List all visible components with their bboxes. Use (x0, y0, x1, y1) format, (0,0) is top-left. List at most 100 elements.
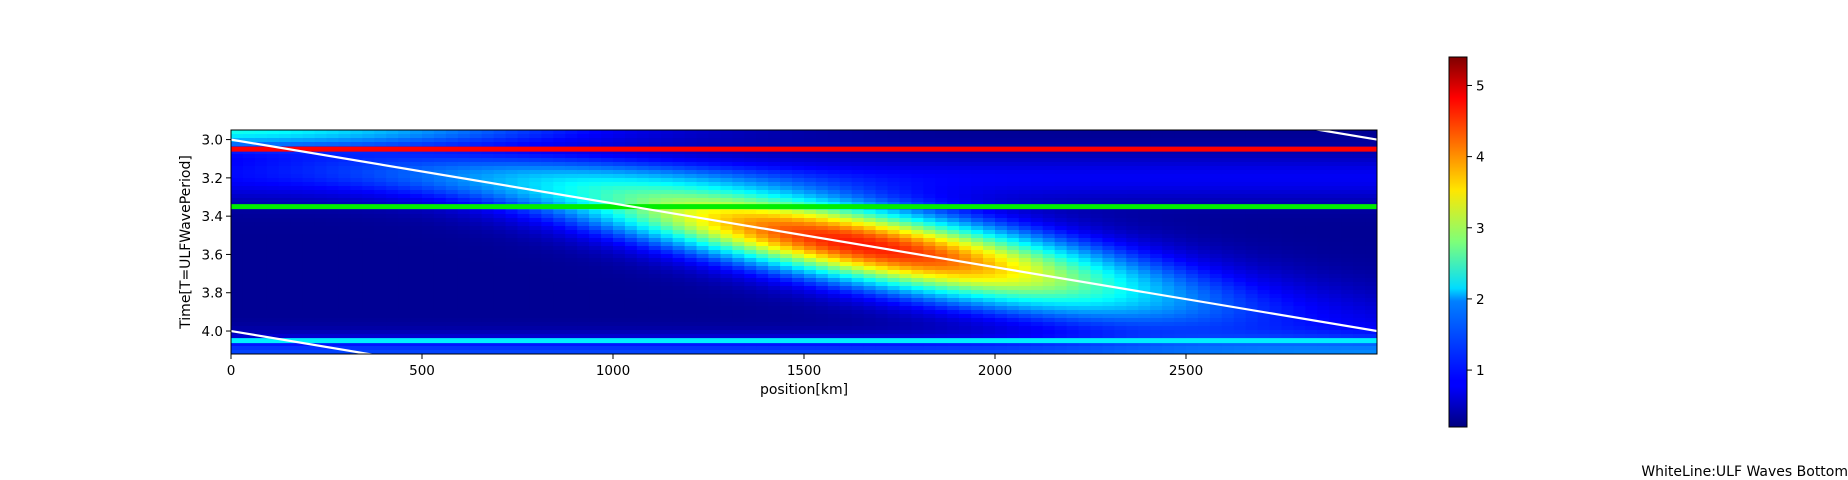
heatmap-cell (517, 170, 531, 175)
heatmap-cell (422, 238, 435, 243)
heatmap-cell (529, 298, 542, 303)
heatmap-cell (601, 186, 614, 191)
heatmap-cell (744, 166, 757, 171)
heatmap-cell (1162, 242, 1175, 247)
heatmap-cell (624, 334, 638, 339)
heatmap-cell (1186, 302, 1199, 307)
heatmap-cell (231, 258, 244, 263)
heatmap-cell (660, 322, 674, 327)
heatmap-cell (242, 182, 256, 187)
heatmap-cell (231, 262, 244, 267)
heatmap-cell (923, 346, 936, 351)
heatmap-cell (433, 314, 447, 319)
heatmap-cell (398, 214, 411, 219)
heatmap-cell (1114, 214, 1127, 219)
heatmap-cell (1090, 190, 1104, 195)
heatmap-cell (648, 270, 662, 275)
heatmap-cell (410, 158, 423, 163)
heatmap-cell (541, 286, 554, 291)
heatmap-cell (911, 286, 924, 291)
heatmap-cell (398, 182, 411, 187)
heatmap-cell (613, 306, 626, 311)
heatmap-cell (947, 270, 960, 275)
heatmap-cell (541, 306, 554, 311)
heatmap-cell (1102, 174, 1115, 179)
heatmap-cell (959, 246, 972, 251)
heatmap-cell (708, 282, 722, 287)
heatmap-cell (792, 342, 805, 347)
heatmap-cell (493, 214, 507, 219)
heatmap-cell (601, 350, 614, 354)
heatmap-cell (1233, 250, 1247, 255)
heatmap-cell (732, 258, 745, 263)
heatmap-cell (887, 210, 901, 215)
heatmap-cell (493, 246, 507, 251)
heatmap-cell (792, 322, 805, 327)
heatmap-cell (1030, 222, 1044, 227)
heatmap-cell (696, 246, 710, 251)
heatmap-cell (266, 258, 280, 263)
heatmap-cell (374, 194, 387, 199)
heatmap-cell (338, 250, 351, 255)
heatmap-cell (708, 170, 722, 175)
heatmap-cell (815, 286, 829, 291)
heatmap-cell (290, 170, 304, 175)
heatmap-cell (1006, 190, 1020, 195)
heatmap-cell (565, 314, 578, 319)
heatmap-cell (923, 322, 936, 327)
heatmap-cell (374, 134, 387, 139)
heatmap-cell (1018, 246, 1032, 251)
heatmap-cell (720, 170, 733, 175)
heatmap-cell (278, 190, 292, 195)
heatmap-cell (529, 226, 542, 231)
heatmap-cell (1114, 278, 1127, 283)
heatmap-cell (1257, 214, 1271, 219)
heatmap-cell (1162, 346, 1175, 351)
heatmap-cell (350, 298, 363, 303)
heatmap-cell (338, 154, 351, 159)
heatmap-cell (672, 322, 686, 327)
heatmap-cell (445, 238, 459, 243)
heatmap-cell (815, 342, 829, 347)
heatmap-cell (493, 290, 507, 295)
heatmap-cell (302, 310, 316, 315)
heatmap-cell (756, 262, 769, 267)
heatmap-cell (911, 178, 924, 183)
heatmap-cell (374, 286, 387, 291)
heatmap-cell (732, 302, 745, 307)
heatmap-cell (935, 166, 948, 171)
heatmap-cell (1030, 306, 1044, 311)
heatmap-cell (290, 214, 304, 219)
heatmap-cell (1257, 150, 1271, 155)
heatmap-cell (815, 254, 829, 259)
heatmap-cell (720, 258, 733, 263)
heatmap-cell (601, 286, 614, 291)
heatmap-cell (481, 242, 495, 247)
heatmap-cell (1066, 334, 1080, 339)
heatmap-cell (815, 158, 829, 163)
heatmap-cell (768, 262, 781, 267)
heatmap-cell (601, 150, 614, 155)
heatmap-cell (350, 246, 363, 251)
heatmap-cell (422, 242, 435, 247)
heatmap-cell (1030, 246, 1044, 251)
heatmap-cell (1090, 342, 1104, 347)
heatmap-cell (266, 290, 280, 295)
heatmap-cell (732, 194, 745, 199)
heatmap-cell (1090, 254, 1104, 259)
heatmap-cell (457, 334, 471, 339)
heatmap-cell (1269, 158, 1283, 163)
heatmap-cell (302, 278, 316, 283)
heatmap-cell (768, 306, 781, 311)
heatmap-cell (553, 286, 566, 291)
heatmap-cell (290, 278, 304, 283)
heatmap-cell (923, 166, 936, 171)
heatmap-cell (756, 290, 769, 295)
heatmap-cell (1066, 286, 1080, 291)
heatmap-cell (1281, 254, 1295, 259)
heatmap-cell (1150, 246, 1163, 251)
heatmap-cell (314, 238, 328, 243)
heatmap-cell (613, 142, 626, 147)
heatmap-cell (899, 158, 913, 163)
heatmap-cell (959, 238, 972, 243)
